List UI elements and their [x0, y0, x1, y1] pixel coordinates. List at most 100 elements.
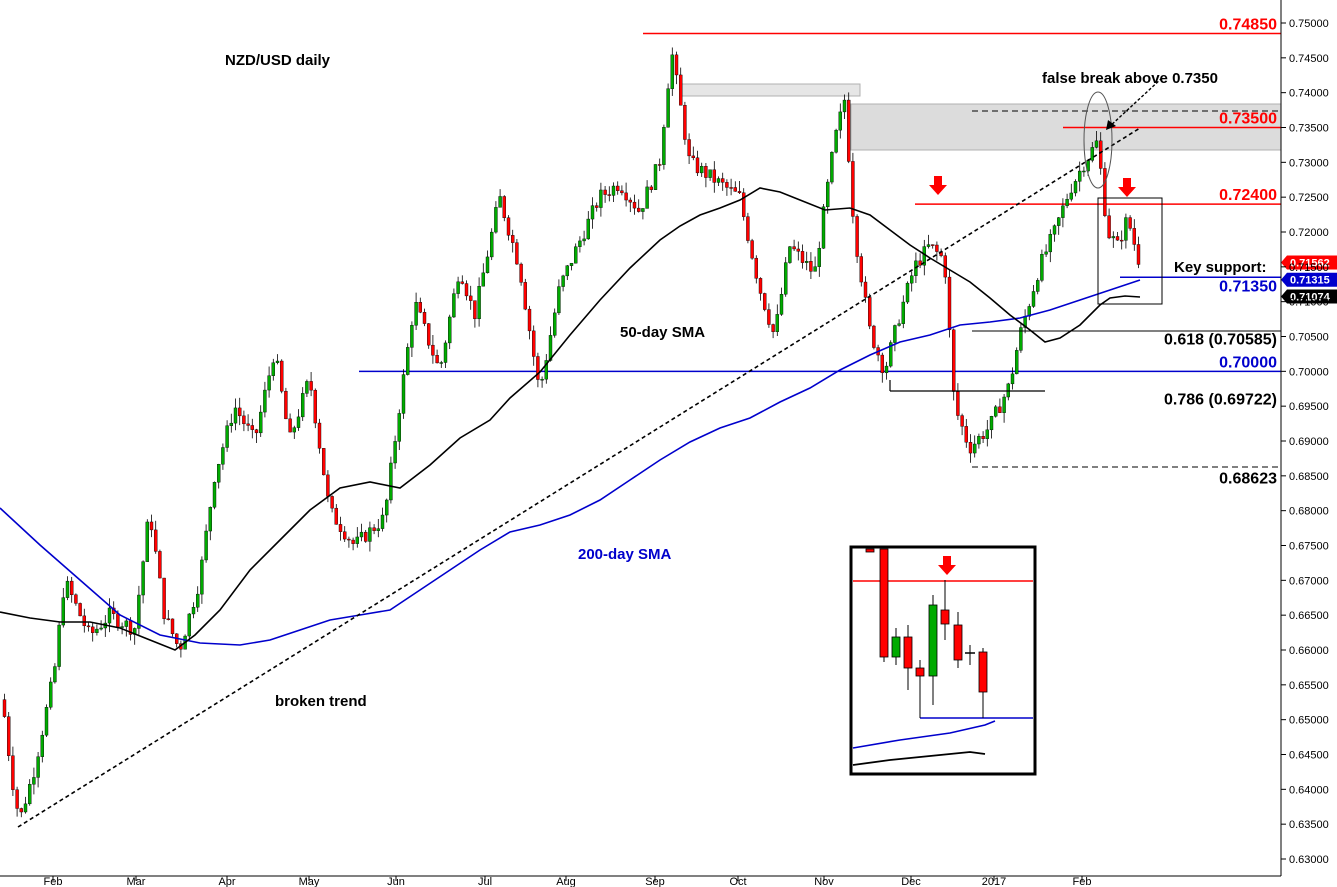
- candle: [737, 181, 742, 194]
- candle: [1094, 131, 1099, 149]
- candle: [1082, 166, 1086, 177]
- candle: [515, 238, 519, 265]
- candle: [578, 236, 582, 253]
- candle: [716, 176, 721, 187]
- candle: [834, 128, 838, 154]
- red-arrow-feb: [1118, 178, 1136, 197]
- y-tick-label: 0.70000: [1289, 366, 1329, 378]
- candle: [57, 621, 61, 671]
- candle: [1090, 141, 1095, 163]
- candle: [557, 279, 561, 315]
- red-arrow-dec: [929, 176, 947, 195]
- candle: [355, 527, 359, 548]
- candle: [137, 585, 141, 635]
- candle: [158, 549, 162, 579]
- candle: [565, 264, 569, 281]
- chart-title: NZD/USD daily: [225, 52, 331, 69]
- candle: [796, 241, 800, 261]
- candle: [338, 516, 343, 541]
- candle: [1035, 278, 1040, 295]
- candle: [254, 428, 259, 444]
- candle: [880, 352, 884, 383]
- candle: [897, 319, 901, 327]
- candle: [1040, 249, 1044, 283]
- candle: [641, 208, 645, 220]
- candle: [494, 201, 498, 234]
- candle: [246, 414, 250, 432]
- candle: [40, 730, 44, 763]
- candle: [725, 179, 729, 196]
- candle: [6, 711, 11, 762]
- candle: [401, 369, 406, 419]
- candle: [952, 328, 956, 401]
- x-tick-label: Feb: [44, 876, 63, 887]
- candle: [603, 185, 607, 203]
- candle: [855, 214, 859, 264]
- candle: [964, 418, 968, 448]
- candle: [44, 704, 49, 737]
- candle: [851, 152, 855, 224]
- candle: [1073, 179, 1078, 197]
- candle: [628, 197, 632, 213]
- candle: [275, 354, 280, 365]
- candle: [800, 244, 805, 269]
- candle: [700, 162, 704, 177]
- level-label: 0.68623: [1219, 470, 1277, 487]
- candle: [607, 186, 611, 202]
- candle: [985, 419, 989, 447]
- candle: [351, 537, 355, 551]
- candle: [1015, 347, 1019, 375]
- y-tick-label: 0.66000: [1289, 645, 1329, 657]
- candle: [767, 303, 771, 328]
- candle: [758, 277, 763, 301]
- candle: [200, 556, 204, 604]
- candle: [460, 275, 464, 285]
- sma200-label: 200-day SMA: [578, 546, 672, 563]
- candle: [191, 602, 196, 619]
- candle: [691, 146, 695, 161]
- price-tag-label: 0.71074: [1290, 292, 1331, 304]
- candle: [28, 779, 32, 806]
- candle: [754, 255, 758, 284]
- level-label: 0.618 (0.70585): [1164, 332, 1277, 349]
- candle: [569, 262, 574, 271]
- candle: [595, 202, 599, 212]
- candle: [859, 253, 863, 287]
- candle: [931, 244, 935, 249]
- y-tick-label: 0.67500: [1289, 541, 1329, 553]
- candle: [431, 334, 435, 364]
- candle: [771, 323, 775, 339]
- candle: [1065, 193, 1069, 209]
- inset-sma50: [852, 751, 986, 766]
- candle: [817, 241, 821, 277]
- candle: [422, 308, 427, 327]
- candle: [536, 352, 540, 388]
- x-tick-label: 2017: [982, 876, 1006, 887]
- resistance-zone-small: [679, 83, 861, 97]
- candle: [586, 211, 590, 240]
- y-tick-label: 0.74500: [1289, 53, 1329, 65]
- candle: [1077, 161, 1082, 192]
- candle: [532, 325, 536, 366]
- candle: [469, 285, 473, 310]
- candle: [368, 521, 372, 552]
- candle: [977, 433, 981, 449]
- candle: [506, 215, 511, 241]
- level-label: 0.70000: [1219, 354, 1277, 371]
- candle: [15, 786, 19, 817]
- y-tick-label: 0.71000: [1289, 297, 1329, 309]
- candle: [695, 150, 700, 176]
- y-tick-label: 0.64000: [1289, 784, 1329, 796]
- candle: [889, 340, 893, 368]
- candle: [926, 234, 931, 249]
- candle: [868, 293, 872, 330]
- candle: [653, 164, 658, 190]
- candle: [658, 158, 662, 172]
- candle: [918, 253, 922, 269]
- false-break-ellipse: [1083, 91, 1113, 189]
- sma200-line: [0, 279, 1141, 646]
- y-tick-label: 0.72000: [1289, 227, 1329, 239]
- candle: [901, 295, 905, 329]
- candle: [473, 300, 477, 328]
